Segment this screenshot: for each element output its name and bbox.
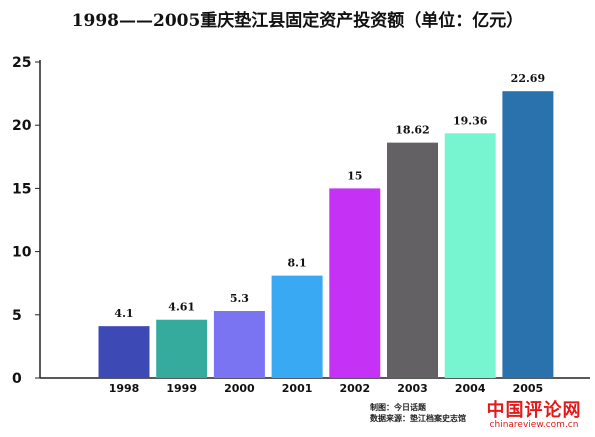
watermark-name: 中国评论网 xyxy=(486,400,582,421)
value-label-1998: 4.1 xyxy=(114,307,133,320)
x-tick-label-2001: 2001 xyxy=(282,382,313,395)
y-tick-label: 15 xyxy=(12,181,31,197)
x-tick-label-2002: 2002 xyxy=(339,382,370,395)
bar-2000 xyxy=(213,311,265,378)
value-labels: 4.1 4.61 5.3 8.1 15 18.62 19.36 22.69 xyxy=(114,72,545,320)
y-tick-label: 10 xyxy=(12,245,32,261)
y-tick-label: 5 xyxy=(12,308,22,324)
chart-credits: 制图：今日话题 数据来源：垫江档案史志馆 xyxy=(370,402,466,424)
bar-2002 xyxy=(329,188,381,378)
x-tick-label-1999: 1999 xyxy=(166,382,197,395)
y-tick-labels: 0 5 10 15 20 25 xyxy=(12,55,32,387)
watermark-url: chinareview.com.cn xyxy=(489,420,579,430)
bar-1998 xyxy=(98,326,150,378)
value-label-2005: 22.69 xyxy=(511,72,545,85)
bar-2005 xyxy=(502,91,554,379)
value-label-2002: 15 xyxy=(347,169,362,182)
bar-2003 xyxy=(387,142,438,378)
bar-1999 xyxy=(156,319,208,378)
bars xyxy=(98,91,554,379)
x-tick-label-1998: 1998 xyxy=(109,382,140,395)
chart-title: 1998——2005重庆垫江县固定资产投资额（单位：亿元） xyxy=(71,11,524,31)
value-label-1999: 4.61 xyxy=(168,301,195,314)
x-tick-labels: 1998 1999 2000 2001 2002 2003 2004 2005 xyxy=(109,382,544,395)
x-tick-label-2005: 2005 xyxy=(513,382,544,395)
value-label-2003: 18.62 xyxy=(395,124,429,137)
bar-2004 xyxy=(444,133,496,378)
credit-source: 数据来源：垫江档案史志馆 xyxy=(370,414,466,423)
x-tick-label-2000: 2000 xyxy=(224,382,255,395)
value-label-2001: 8.1 xyxy=(288,257,307,270)
bar-2001 xyxy=(271,275,323,378)
value-label-2000: 5.3 xyxy=(230,292,249,305)
x-tick-label-2004: 2004 xyxy=(455,382,486,395)
x-tick-label-2003: 2003 xyxy=(397,382,428,395)
y-tick-label: 0 xyxy=(12,371,22,387)
y-tick-label: 25 xyxy=(12,55,31,71)
y-tick-label: 20 xyxy=(12,118,32,134)
watermark-logo: 中国评论网 chinareview.com.cn xyxy=(478,396,590,430)
credit-producer: 制图：今日话题 xyxy=(370,403,426,412)
value-label-2004: 19.36 xyxy=(453,114,488,127)
